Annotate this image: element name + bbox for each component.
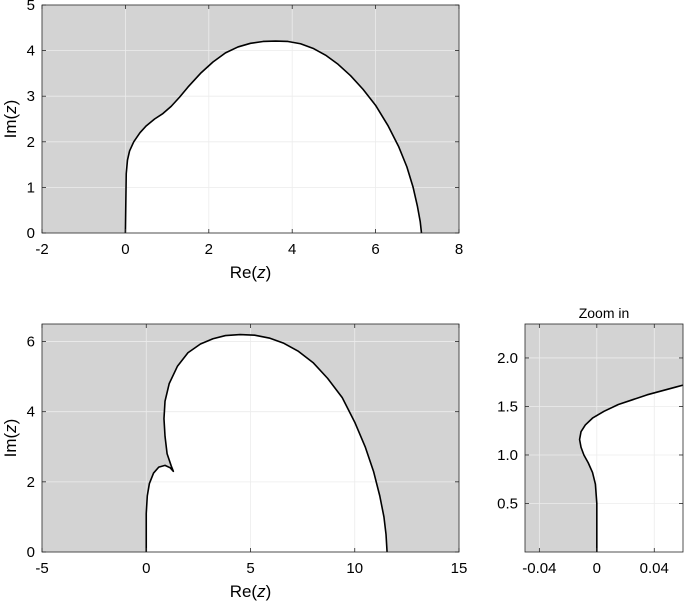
boundary-curve xyxy=(145,333,388,553)
x-tick-label: -0.04 xyxy=(522,560,556,577)
y-tick-label: 6 xyxy=(27,334,35,351)
y-tick-label: 2 xyxy=(27,134,35,151)
stability-region-fill xyxy=(125,41,422,233)
y-tick-label: 5 xyxy=(27,0,35,14)
x-tick-label: -5 xyxy=(35,560,48,577)
y-axis-label: Im(z) xyxy=(1,100,20,139)
x-axis-label: Re(z) xyxy=(230,263,272,282)
x-tick-label: 0 xyxy=(121,241,129,258)
x-tick-label: 0 xyxy=(593,560,601,577)
y-tick-label: 0 xyxy=(27,225,35,242)
y-tick-label: 2 xyxy=(27,474,35,491)
y-tick-label: 0 xyxy=(27,544,35,561)
x-tick-label: -2 xyxy=(35,241,48,258)
y-tick-label: 3 xyxy=(27,88,35,105)
x-tick-label: 4 xyxy=(288,241,296,258)
panel-zoom: -0.04 0 0.04 0.5 1.0 1.5 2.0 Zoom in xyxy=(497,305,684,577)
y-axis-label: Im(z) xyxy=(1,419,20,458)
x-tick-label: 0.04 xyxy=(640,560,669,577)
x-axis-label: Re(z) xyxy=(230,582,272,601)
axes-frame xyxy=(41,4,460,234)
chart-title: Zoom in xyxy=(579,305,630,321)
boundary-curve xyxy=(124,40,423,234)
x-tick-label: 5 xyxy=(246,560,254,577)
y-tick-label: 4 xyxy=(27,43,35,60)
boundary-curve xyxy=(578,384,684,552)
x-tick-label: 15 xyxy=(451,560,468,577)
stability-region-fill xyxy=(146,334,388,552)
x-tick-label: 2 xyxy=(205,241,213,258)
y-tick-label: 1.0 xyxy=(497,447,518,464)
x-tick-label: 0 xyxy=(142,560,150,577)
y-tick-label: 2.0 xyxy=(497,350,518,367)
y-tick-label: 0.5 xyxy=(497,495,518,512)
x-tick-label: 6 xyxy=(371,241,379,258)
stability-region-fill xyxy=(579,385,683,552)
x-tick-label: 8 xyxy=(455,241,463,258)
y-tick-label: 1.5 xyxy=(497,398,518,415)
axes-frame xyxy=(524,323,684,553)
y-tick-label: 4 xyxy=(27,404,35,421)
x-tick-label: 10 xyxy=(346,560,363,577)
y-tick-label: 1 xyxy=(27,179,35,196)
